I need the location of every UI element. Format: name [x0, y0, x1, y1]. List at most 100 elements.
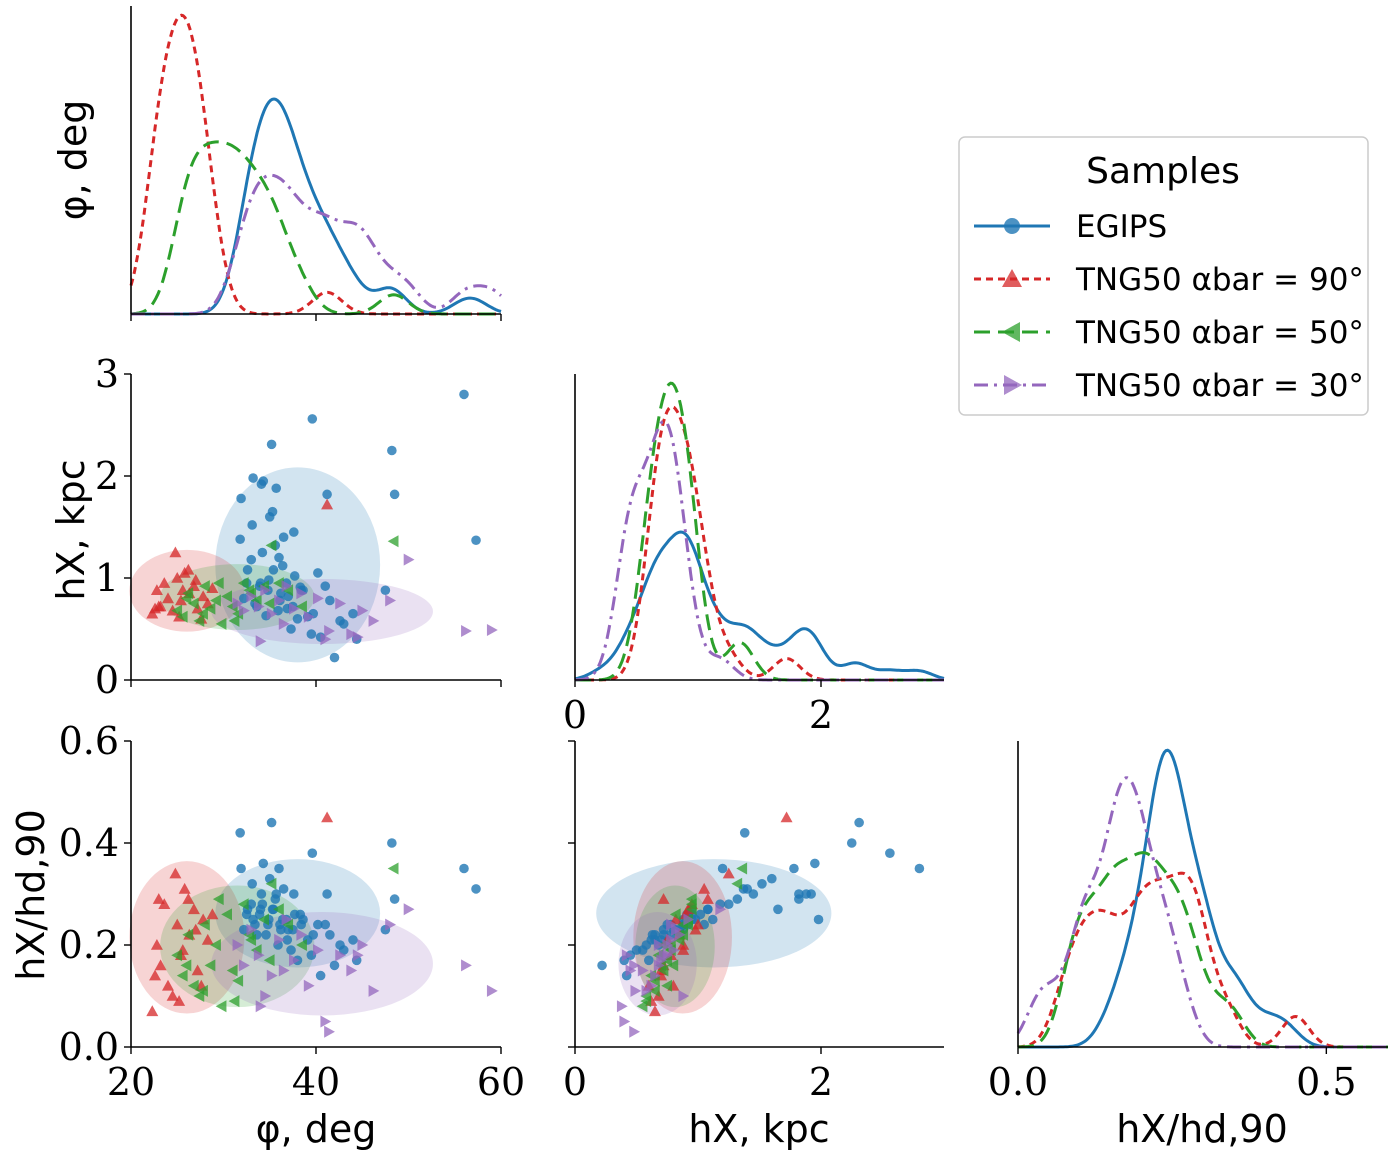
data-point	[368, 614, 380, 627]
data-point	[260, 990, 272, 1002]
data-point	[289, 909, 300, 920]
data-point	[286, 624, 296, 634]
data-point	[266, 969, 278, 982]
data-point	[210, 939, 221, 951]
data-point	[242, 565, 253, 575]
panel-ratio-vs-phi: 20 40 60 0.0 0.2 0.4 0.6	[59, 719, 526, 1104]
data-point	[914, 863, 925, 874]
x-tick-label: 0.0	[988, 1060, 1048, 1104]
data-point	[616, 1000, 628, 1013]
data-point	[237, 577, 249, 590]
data-point	[166, 990, 179, 1001]
legend-marker	[1002, 322, 1020, 342]
data-point	[357, 939, 369, 951]
data-point	[152, 893, 165, 904]
data-point	[204, 959, 216, 972]
data-point	[221, 908, 232, 921]
ylabel-phi-text: φ, deg	[51, 100, 95, 221]
data-point	[668, 944, 680, 957]
data-point	[248, 914, 258, 925]
data-point	[648, 1005, 661, 1017]
data-point	[629, 959, 641, 972]
data-point	[173, 995, 186, 1006]
data-point	[736, 862, 748, 875]
data-point	[695, 909, 706, 920]
data-point	[182, 928, 194, 941]
data-point	[854, 817, 864, 828]
data-point	[324, 1025, 335, 1038]
data-point	[885, 848, 895, 858]
kde-line-tng50-bar-90-	[129, 13, 501, 316]
data-point	[246, 923, 258, 936]
x-tick-label: 2	[809, 1060, 833, 1104]
data-point	[678, 990, 690, 1002]
data-point	[648, 984, 660, 997]
data-point	[471, 884, 481, 894]
x-tick-label: 60	[477, 1060, 525, 1104]
kde-line-egips	[1018, 748, 1388, 1049]
data-point	[389, 489, 400, 500]
data-point	[385, 918, 396, 931]
data-point	[471, 535, 481, 546]
kde-line-tng50-bar-90-	[575, 405, 944, 682]
data-point	[274, 863, 284, 874]
data-point	[271, 483, 282, 494]
data-point	[380, 585, 391, 596]
data-point	[289, 571, 300, 581]
data-point	[352, 949, 364, 962]
density-region	[215, 467, 381, 663]
data-point	[387, 838, 397, 848]
data-point	[169, 867, 182, 879]
data-point	[171, 604, 183, 617]
y-tick-label: 2	[95, 454, 119, 498]
data-point	[322, 889, 332, 899]
xlabel-hx: hX, kpc	[688, 1107, 829, 1151]
data-point	[461, 625, 472, 638]
data-point	[325, 930, 335, 940]
data-point	[669, 913, 682, 925]
data-point	[215, 617, 227, 630]
data-point	[239, 959, 250, 972]
data-point	[352, 631, 364, 644]
data-point	[199, 580, 210, 593]
data-point	[296, 939, 307, 951]
data-point	[296, 600, 307, 613]
data-point	[263, 597, 275, 610]
data-point	[187, 979, 199, 992]
data-point	[661, 979, 673, 992]
data-point	[255, 635, 267, 648]
data-point	[346, 964, 358, 977]
y-tick-label: 1	[95, 556, 119, 600]
xlabel-phi: φ, deg	[256, 1107, 377, 1151]
ylabel-hx: hX, kpc	[49, 459, 93, 600]
data-point	[255, 904, 266, 915]
data-point	[403, 903, 415, 916]
data-point	[801, 889, 812, 899]
data-point	[239, 924, 249, 935]
data-point	[296, 587, 308, 600]
data-point	[146, 1005, 159, 1017]
data-point	[348, 608, 358, 619]
legend-entries: EGIPS TNG50 αbar = 90° TNG50 αbar = 50° TNG…	[974, 209, 1364, 404]
data-point	[387, 535, 399, 548]
legend-marker	[1002, 269, 1022, 287]
data-point	[486, 984, 498, 997]
data-point	[669, 908, 681, 921]
data-point	[268, 565, 279, 575]
data-point	[813, 914, 824, 925]
kde-line-egips	[131, 97, 502, 316]
data-point	[278, 617, 290, 630]
x-tick-label: 40	[292, 1060, 340, 1104]
data-point	[621, 949, 633, 962]
data-point	[152, 600, 165, 612]
data-point	[274, 552, 284, 563]
legend-label: EGIPS	[1076, 209, 1167, 245]
data-point	[732, 894, 743, 904]
data-point	[666, 933, 677, 946]
data-point	[180, 592, 192, 605]
ylabel-phi: φ, deg	[51, 100, 95, 221]
data-point	[150, 584, 163, 596]
data-point	[357, 604, 369, 617]
legend-label: TNG50 αbar = 30°	[1075, 368, 1364, 404]
data-point	[689, 923, 702, 935]
